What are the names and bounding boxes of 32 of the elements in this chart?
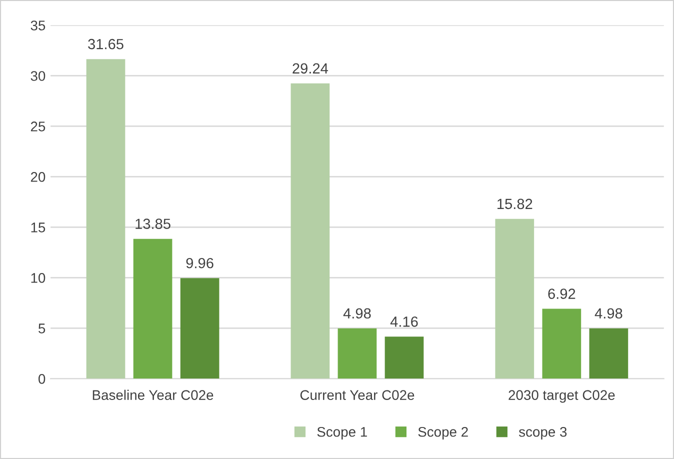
data-label: 6.92 [548,288,576,299]
y-tick-label: 5 [38,324,46,334]
bar [589,328,628,379]
x-tick-label: Baseline Year C02e [92,390,214,400]
bar [180,278,220,379]
bar [133,238,172,379]
x-tick-label: Current Year C02e [300,390,414,400]
bar [384,336,424,379]
y-tick-label: 35 [30,20,46,30]
data-label: 29.24 [292,63,328,74]
bar [542,308,582,379]
y-tick-label: 10 [31,273,46,283]
bar [86,59,126,379]
y-tick-label: 25 [30,122,46,132]
data-label: 31.65 [88,38,124,50]
bar [290,83,330,379]
data-label: 13.85 [136,218,170,229]
legend-label: Scope 2 [418,426,468,440]
x-tick-label: 2030 target C02e [508,390,615,403]
y-tick-label: 20 [30,172,46,182]
data-label: 4.98 [343,308,371,319]
y-tick-label: 30 [30,71,46,81]
bar [495,218,534,379]
data-label: 4.16 [390,316,418,327]
data-label: 4.98 [594,308,622,319]
data-label: 9.96 [186,258,214,268]
data-label: 15.82 [498,198,532,210]
legend-label: scope 3 [518,426,567,440]
bar [338,328,377,379]
y-tick-label: 15 [31,222,46,232]
legend-label: Scope 1 [317,426,367,440]
y-tick-label: 0 [38,374,46,384]
